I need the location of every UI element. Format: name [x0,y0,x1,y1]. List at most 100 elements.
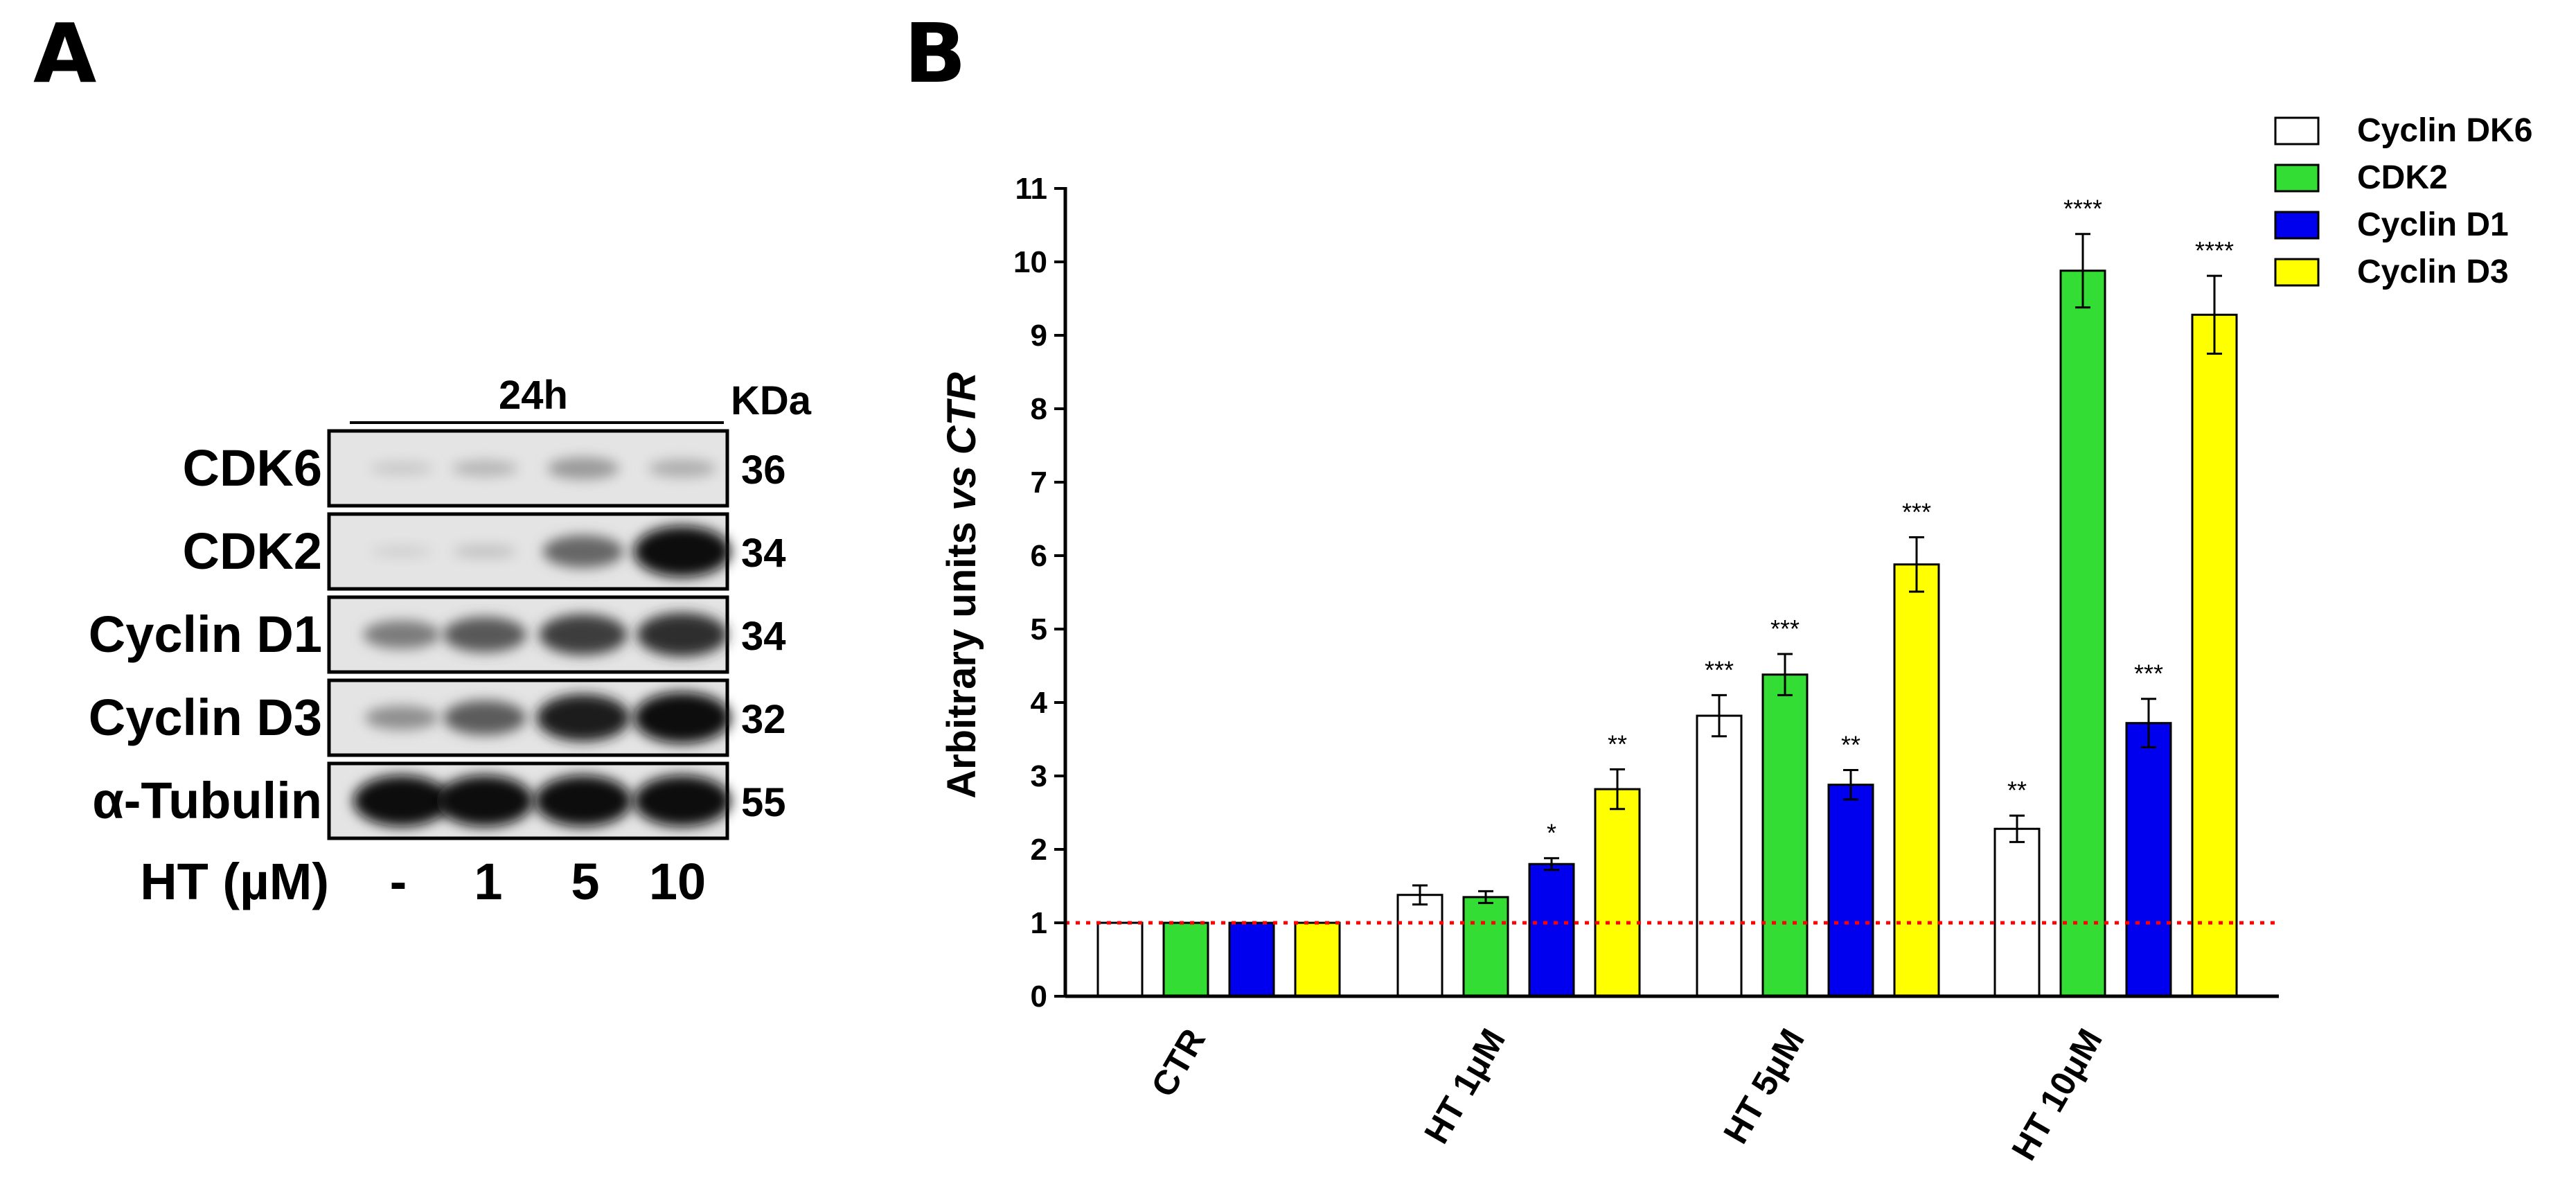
blot-band [353,775,450,827]
legend-label: Cyclin D3 [2357,254,2509,290]
x-category-label: HT 1μM [1416,1023,1513,1150]
bar [1096,921,1144,998]
blot-row: CDK6 36 [183,429,786,508]
blot-band [637,612,728,657]
bar-group [1294,921,1341,998]
bar-group: **** [2059,195,2106,998]
dose-label: - [390,853,407,910]
bar [1893,563,1940,998]
legend-item: Cyclin D3 [2274,254,2509,290]
bar-group: *** [1893,498,1940,998]
y-tick-label: 7 [1031,466,1047,500]
legend-swatch [2274,258,2320,287]
bar-group [1162,921,1209,998]
bar-group: ** [1993,776,2041,998]
bar [2191,313,2238,998]
y-tick-label: 9 [1031,319,1047,353]
significance-label: **** [2063,195,2102,223]
dose-label: 5 [571,853,599,910]
bar [1462,896,1509,998]
blot-band [634,775,731,827]
treatment-label: HT (µM) [140,853,329,910]
legend-item: Cyclin D1 [2274,206,2509,243]
legend: Cyclin DK6 CDK2 Cyclin D1 Cyclin D3 [2274,112,2532,290]
blot-band [536,694,630,741]
blot-kda-value: 34 [741,614,786,659]
blot-band [370,545,434,558]
y-tick-label: 6 [1031,539,1047,573]
significance-label: ** [1608,730,1627,758]
x-category-label: CTR [1144,1023,1213,1104]
blot-row-label: Cyclin D3 [89,689,322,746]
dose-labels: - 1 5 10 [390,853,706,910]
bar [1228,921,1275,998]
significance-label: *** [1902,498,1931,527]
bar-group [1396,884,1444,998]
blot-row-label: CDK6 [183,439,322,497]
bars: *************************** [1096,195,2238,998]
legend-label: Cyclin DK6 [2357,112,2532,149]
bar [1696,714,1743,998]
bar-group [1228,921,1275,998]
bar-group: *** [2125,660,2172,998]
bar [2059,270,2106,998]
y-tick-label: 10 [1013,245,1047,279]
y-tick-label: 3 [1031,759,1047,793]
y-tick-label: 1 [1031,906,1047,940]
blot-band [634,526,731,577]
significance-label: ** [2007,776,2027,804]
bar-group: *** [1696,655,1743,998]
y-tick-label: 0 [1031,980,1047,1014]
blot-band [648,459,717,477]
bar-group: ** [1827,731,1874,998]
legend-item: CDK2 [2274,159,2448,196]
x-category-label: HT 5μM [1716,1023,1812,1150]
western-blot: 24h KDa CDK6 36 CDK2 34 Cyclin D1 34 Cyclin D3… [89,373,812,910]
y-tick-label: 4 [1031,686,1048,720]
bar-group: **** [2191,236,2238,998]
legend-swatch [2274,164,2320,193]
legend-item: Cyclin DK6 [2274,112,2532,149]
significance-label: ** [1841,731,1860,759]
bar-group [1462,890,1509,998]
blot-kda-value: 55 [741,780,786,825]
significance-label: * [1547,819,1556,847]
blot-kda-value: 36 [741,448,786,493]
blot-band [452,545,517,558]
blot-band [542,535,624,568]
bar [1761,673,1809,998]
blot-row: α-Tubulin 55 [92,761,786,840]
y-tick-label: 8 [1031,392,1047,426]
blot-band [535,775,632,827]
blot-band [443,700,526,735]
bar [1528,863,1575,998]
significance-label: *** [1770,615,1800,643]
blot-row-label: α-Tubulin [92,772,322,829]
y-axis-title: Arbitrary units vs CTR [939,372,984,799]
bar [1162,921,1209,998]
blot-band [451,460,519,477]
bar [1827,784,1874,998]
y-tick-label: 2 [1031,833,1047,867]
blot-rows: CDK6 36 CDK2 34 Cyclin D1 34 Cyclin D3 32 α-Tubu… [89,429,786,840]
panel-a-letter: A [33,6,96,101]
blot-band [436,775,533,827]
dose-label: 1 [474,853,502,910]
bar-group: ** [1594,730,1641,998]
bar-group: *** [1761,615,1809,998]
blot-row: Cyclin D3 32 [89,678,786,757]
legend-swatch [2274,116,2320,145]
x-axis-categories: CTR HT 1μM HT 5μM HT 10μM [1144,1023,2110,1167]
legend-swatch [2274,211,2320,240]
significance-label: **** [2195,236,2234,265]
blot-row-label: CDK2 [183,522,322,580]
bar-group [1096,921,1144,998]
time-label: 24h [499,373,568,418]
bar [1294,921,1341,998]
y-axis-ticks: 0 1 2 3 4 5 6 7 8 9 10 11 [1013,172,1065,1014]
blot-band [634,692,731,743]
blot-kda-value: 32 [741,697,786,742]
panel-b-letter: B [904,6,966,101]
blot-kda-value: 34 [741,531,786,576]
